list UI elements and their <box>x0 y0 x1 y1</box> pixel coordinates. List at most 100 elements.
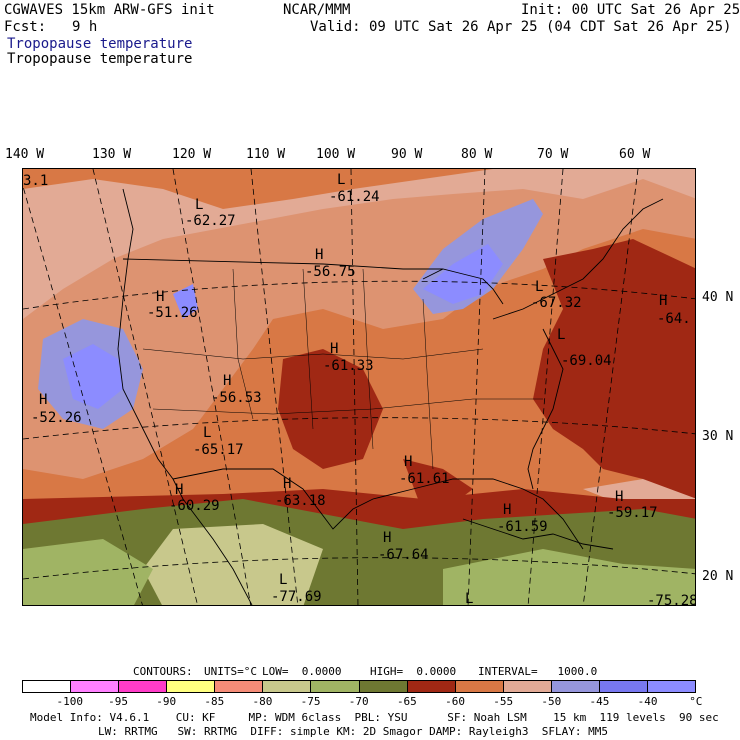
legend-tick-label: -65 <box>396 695 417 708</box>
extremum-symbol: H <box>615 489 623 505</box>
legend-swatch <box>503 681 552 692</box>
extremum-symbol: L <box>279 572 287 588</box>
lon-label-130w: 130 W <box>92 147 132 162</box>
extremum-symbol: L <box>203 425 211 441</box>
lon-label-80w: 80 W <box>461 147 493 162</box>
map-canvas: 3.1 L -61.24 L -62.27 H -56.75 H -51.26 … <box>23 169 696 606</box>
cuba-outline <box>462 518 614 550</box>
extremum-value: -69.04 <box>561 353 612 369</box>
extremum-symbol: L <box>557 327 565 343</box>
extremum-symbol: H <box>156 289 164 305</box>
model-info-line1: Model Info: V4.6.1 CU: KF MP: WDM 6class… <box>30 711 719 724</box>
extremum-value: -67.32 <box>531 295 582 311</box>
legend-tick-label: -100 <box>56 695 84 708</box>
contours-high: HIGH= 0.0000 <box>370 665 457 678</box>
extremum-symbol: L <box>465 591 473 606</box>
legend-swatch <box>263 681 312 692</box>
extremum-value: -60.29 <box>169 498 220 514</box>
pacific-coastline <box>117 188 253 605</box>
graticule <box>23 169 695 605</box>
legend-tick-label: -80 <box>252 695 273 708</box>
lon-line-130w <box>23 185 143 605</box>
lat-label-40n: 40 N <box>702 290 734 305</box>
legend-swatch <box>167 681 216 692</box>
extremum-value: -59.17 <box>607 505 658 521</box>
lon-label-140w: 140 W <box>5 147 45 162</box>
lon-line-80w <box>467 169 486 605</box>
legend-swatch <box>599 681 649 692</box>
extremum-symbol: H <box>404 454 412 470</box>
legend-tick-label: -75 <box>300 695 321 708</box>
extremum-value: -75.28 <box>647 593 696 606</box>
extremum-value: -62.27 <box>185 213 236 229</box>
extremum-value: -65.17 <box>193 442 244 458</box>
extremum-symbol: L <box>337 172 345 188</box>
extremum-value: -61.59 <box>497 519 548 535</box>
extremum-symbol: H <box>283 476 291 492</box>
lon-label-120w: 120 W <box>172 147 212 162</box>
legend-swatch <box>551 681 600 692</box>
green-region-caribbean <box>443 549 695 605</box>
orange-region-northwest <box>23 169 493 209</box>
field-title-blue: Tropopause temperature <box>7 36 193 52</box>
valid-time: Valid: 09 UTC Sat 26 Apr 25 (04 CDT Sat … <box>310 19 732 35</box>
extremum-symbol: H <box>315 247 323 263</box>
extremum-value: -63.18 <box>275 493 326 509</box>
lon-label-60w: 60 W <box>619 147 651 162</box>
lon-line-110w <box>172 169 252 605</box>
legend-tick-label: -95 <box>108 695 128 708</box>
legend-tick-label: °C <box>689 695 703 708</box>
khaki-region-mexico <box>143 524 323 605</box>
salmon-region-west <box>23 169 695 479</box>
red-region-plains <box>278 349 383 469</box>
extremum-symbol: L <box>535 279 543 295</box>
great-lakes-outline <box>422 268 504 305</box>
extremum-symbol: H <box>223 373 231 389</box>
legend-tick-label: -50 <box>541 695 562 708</box>
extremum-symbol: H <box>39 392 47 408</box>
extremum-value: -67.64 <box>378 547 429 563</box>
extremum-value: -52.26 <box>31 410 82 426</box>
legend-swatch <box>648 681 696 692</box>
legend-tick-label: -55 <box>493 695 514 708</box>
contours-prefix: CONTOURS: <box>133 665 193 678</box>
legend-swatch <box>311 681 360 692</box>
lon-line-70w <box>527 169 564 605</box>
color-legend-bar <box>22 680 696 693</box>
blue-region-pacific <box>63 344 123 409</box>
legend-tick-label: -85 <box>204 695 225 708</box>
legend-tick-label: -45 <box>589 695 610 708</box>
init-time: Init: 00 UTC Sat 26 Apr 25 <box>521 2 740 18</box>
extremum-symbol: H <box>659 293 667 309</box>
legend-swatch <box>215 681 264 692</box>
lat-label-20n: 20 N <box>702 569 734 584</box>
contours-interval: INTERVAL= 1000.0 <box>478 665 598 678</box>
lon-line-100w <box>250 169 299 605</box>
legend-tick-label: -60 <box>445 695 465 708</box>
model-info-line2: LW: RRTMG SW: RRTMG DIFF: simple KM: 2D … <box>98 725 608 738</box>
fcst-value: 9 h <box>72 19 98 35</box>
legend-tick-label: -90 <box>156 695 177 708</box>
extremum-value: -61.33 <box>323 358 374 374</box>
value-label: 3.1 <box>23 173 48 189</box>
us-canada-border <box>122 258 443 270</box>
extremum-value: -51.26 <box>147 305 198 321</box>
blue-region-idaho <box>173 284 198 319</box>
org-label: NCAR/MMM <box>283 2 351 18</box>
red-region-east-coast <box>533 239 695 499</box>
atlantic-coastline <box>527 328 564 490</box>
lon-line-60w <box>582 169 639 605</box>
state-borders-horizontal <box>142 348 543 415</box>
legend-swatch <box>71 681 120 692</box>
contours-units: UNITS=°C <box>204 665 257 678</box>
boundaries <box>117 188 664 605</box>
lon-line-120w <box>92 169 198 605</box>
extremum-symbol: H <box>503 502 511 518</box>
extremum-symbol: H <box>330 341 338 357</box>
lon-label-70w: 70 W <box>537 147 569 162</box>
state-borders <box>232 268 434 470</box>
extremum-value: -61.61 <box>399 471 450 487</box>
lon-label-90w: 90 W <box>391 147 423 162</box>
field-title-black: Tropopause temperature <box>7 51 193 67</box>
us-mexico-gulf-coast <box>172 468 584 550</box>
